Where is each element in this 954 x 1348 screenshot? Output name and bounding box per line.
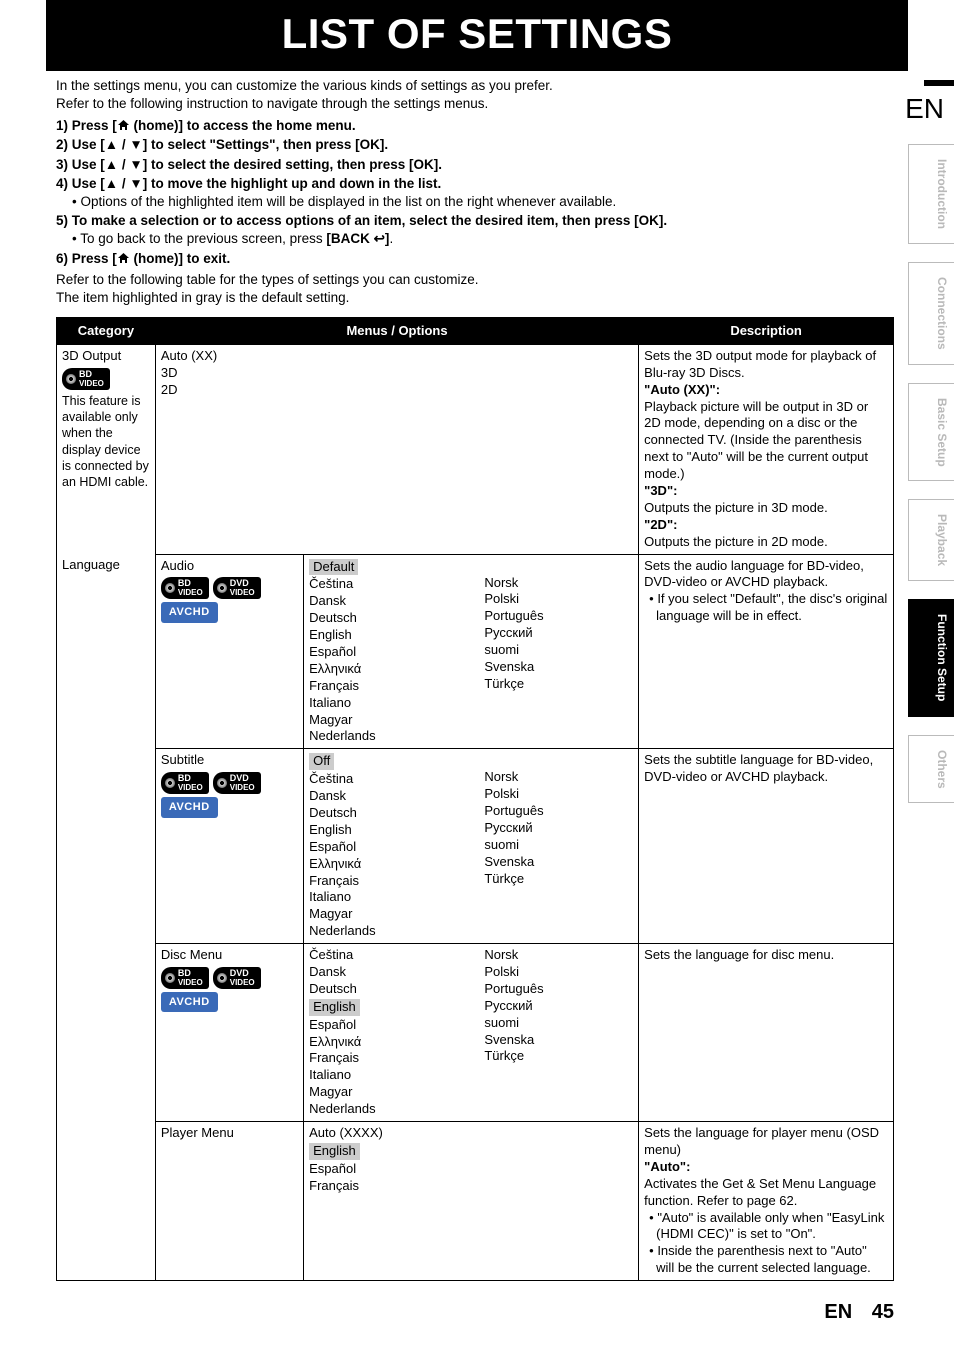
cell-playermenu-label: Player Menu [155,1122,303,1281]
cell-audio-desc: Sets the audio language for BD-video, DV… [639,554,894,749]
dvd-video-logo: DVDVIDEO [213,772,261,794]
tab-connections[interactable]: Connections [908,262,954,365]
bd-video-logo: BDVIDEO [161,577,209,599]
bd-video-logo: BDVIDEO [62,368,110,390]
avchd-logo: AVCHD [161,602,218,622]
cat-3d-output-title: 3D Output [62,348,150,365]
cell-3d-output-opt2 [304,344,480,554]
step-6a: 6) Press [ [56,251,117,266]
cell-3d-output-opt1: Auto (XX) 3D 2D [155,344,303,554]
cat-language-title: Language [62,557,150,574]
cell-subtitle-opts-b: NorskPolskiPortuguêsРусскийsuomiSvenskaT… [479,749,638,944]
audio-default: Default [309,559,358,576]
step-6b: (home)] to exit. [130,251,231,266]
cell-discmenu-opts-a: ČeštinaDanskDeutschEnglishEspañolΕλληνικ… [304,944,480,1122]
bd-video-logo: BDVIDEO [161,967,209,989]
tab-others[interactable]: Others [908,735,954,804]
step-1b: (home)] to access the home menu. [130,118,356,133]
step-1a: 1) Press [ [56,118,117,133]
tab-introduction[interactable]: Introduction [908,144,954,244]
audio-opts-b: NorskPolskiPortuguêsРусскийsuomiSvenskaT… [484,575,633,693]
subtitle-default: Off [309,753,334,770]
avchd-logo: AVCHD [161,992,218,1012]
3d-output-options: Auto (XX) 3D 2D [161,348,299,399]
step-4-sub: • Options of the highlighted item will b… [56,193,894,211]
settings-table-wrap: Category Menus / Options Description 3D … [56,317,894,1281]
th-menus-options: Menus / Options [155,318,638,345]
cell-discmenu-label: Disc Menu BDVIDEO DVDVIDEO AVCHD [155,944,303,1122]
settings-table: Category Menus / Options Description 3D … [56,317,894,1281]
intro-line-1: In the settings menu, you can customize … [56,78,553,93]
playermenu-label: Player Menu [161,1125,298,1142]
cell-discmenu-opts-b: NorskPolskiPortuguêsРусскийsuomiSvenskaT… [479,944,638,1122]
cell-audio-opts-b: NorskPolskiPortuguêsРусскийsuomiSvenskaT… [479,554,638,749]
home-icon [117,119,130,131]
cell-discmenu-desc: Sets the language for disc menu. [639,944,894,1122]
cell-playermenu-opts-a: Auto (XXXX)EnglishEspañolFrançais [304,1122,480,1281]
step-2: 2) Use [▲ / ▼] to select "Settings", the… [56,137,388,152]
intro-text: In the settings menu, you can customize … [56,77,894,113]
step-5-sub: • To go back to the previous screen, pre… [56,230,894,248]
bd-video-logo: BDVIDEO [161,772,209,794]
th-description: Description [639,318,894,345]
discmenu-opts-b: NorskPolskiPortuguêsРусскийsuomiSvenskaT… [484,947,633,1065]
cell-audio-label: Audio BDVIDEO DVDVIDEO AVCHD [155,554,303,749]
discmenu-label: Disc Menu [161,947,298,964]
footer-page-number: 45 [872,1301,894,1323]
subtitle-opts-b: NorskPolskiPortuguêsРусскийsuomiSvenskaT… [484,769,633,887]
step-5: 5) To make a selection or to access opti… [56,213,667,228]
th-category: Category [57,318,156,345]
cell-3d-output-cat: 3D Output BDVIDEO This feature is availa… [57,344,156,554]
step-3: 3) Use [▲ / ▼] to select the desired set… [56,157,442,172]
avchd-logo: AVCHD [161,797,218,817]
after-steps-text: Refer to the following table for the typ… [56,271,894,307]
side-tab-marker [924,80,954,86]
cat-3d-output-note: This feature is available only when the … [62,393,150,491]
cell-audio-opts-a: Default ČeštinaDanskDeutschEnglishEspaño… [304,554,480,749]
tab-playback[interactable]: Playback [908,499,954,581]
steps-list: 1) Press [ (home)] to access the home me… [56,117,894,268]
subtitle-label: Subtitle [161,752,298,769]
step-4: 4) Use [▲ / ▼] to move the highlight up … [56,176,441,191]
dvd-video-logo: DVDVIDEO [213,577,261,599]
footer-lang: EN [824,1301,852,1323]
playermenu-opts-a: Auto (XXXX)EnglishEspañolFrançais [309,1125,474,1195]
page-content: In the settings menu, you can customize … [0,71,954,1281]
audio-opts-a: ČeštinaDanskDeutschEnglishEspañolΕλληνικ… [309,576,474,745]
dvd-video-logo: DVDVIDEO [213,967,261,989]
cell-playermenu-opts-b [479,1122,638,1281]
after-line-2: The item highlighted in gray is the defa… [56,290,349,305]
tab-function-setup[interactable]: Function Setup [908,599,954,716]
home-icon [117,252,130,264]
cell-3d-output-desc: Sets the 3D output mode for playback of … [639,344,894,554]
cell-playermenu-desc: Sets the language for player menu (OSD m… [639,1122,894,1281]
cell-subtitle-label: Subtitle BDVIDEO DVDVIDEO AVCHD [155,749,303,944]
side-tab-bar: Introduction Connections Basic Setup Pla… [908,80,954,803]
page-title: LIST OF SETTINGS [46,0,908,71]
after-line-1: Refer to the following table for the typ… [56,272,478,287]
cell-3d-output-opt3 [479,344,638,554]
page-footer: EN 45 [0,1281,954,1336]
discmenu-opts-a: ČeštinaDanskDeutschEnglishEspañolΕλληνικ… [309,947,474,1118]
subtitle-opts-a: ČeštinaDanskDeutschEnglishEspañolΕλληνικ… [309,771,474,940]
audio-label: Audio [161,558,298,575]
cell-subtitle-opts-a: Off ČeštinaDanskDeutschEnglishEspañolΕλλ… [304,749,480,944]
intro-line-2: Refer to the following instruction to na… [56,96,488,111]
cell-subtitle-desc: Sets the subtitle language for BD-video,… [639,749,894,944]
cell-language-cat: Language [57,554,156,1281]
tab-basic-setup[interactable]: Basic Setup [908,383,954,482]
